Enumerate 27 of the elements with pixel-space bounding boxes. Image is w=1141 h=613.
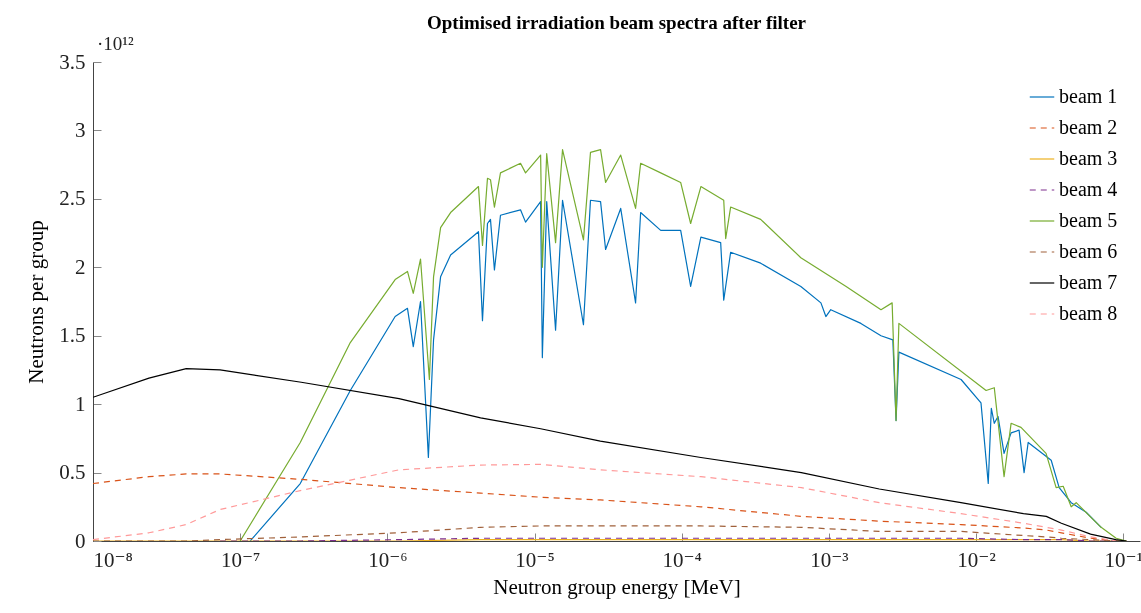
x-tick-label: 10⁻⁵	[515, 547, 555, 572]
y-axis-title: Neutrons per group	[24, 220, 49, 384]
y-tick-label: 1	[75, 391, 86, 416]
y-tick-label: 2	[75, 254, 86, 279]
y-tick-label: 3.5	[59, 49, 86, 74]
x-tick-label: 10⁻⁸	[93, 547, 133, 572]
legend-label: beam 5	[1059, 209, 1118, 231]
x-tick-label: 10⁻³	[810, 547, 849, 572]
y-tick-label: 3	[75, 117, 86, 142]
y-tick-label: 1.5	[59, 323, 86, 348]
legend-label: beam 7	[1059, 271, 1118, 293]
chart-title: Optimised irradiation beam spectra after filter	[426, 12, 807, 33]
x-tick-label: 10⁻⁴	[662, 547, 702, 572]
legend-label: beam 1	[1059, 85, 1118, 107]
y-tick-label: 0.5	[59, 460, 86, 485]
y-tick-label: 0	[75, 528, 86, 553]
legend-label: beam 4	[1059, 178, 1118, 200]
legend-label: beam 8	[1059, 302, 1118, 324]
legend-label: beam 2	[1059, 116, 1118, 138]
legend-label: beam 3	[1059, 147, 1118, 169]
y-tick-label: 2.5	[59, 186, 86, 211]
legend-label: beam 6	[1059, 240, 1118, 262]
x-axis-title: Neutron group energy [MeV]	[493, 574, 741, 599]
x-tick-label: 10⁻²	[957, 547, 996, 572]
x-tick-label: 10⁻⁶	[368, 547, 408, 572]
x-tick-label: 10⁻⁷	[220, 547, 261, 572]
text: ·10¹²	[97, 33, 135, 54]
